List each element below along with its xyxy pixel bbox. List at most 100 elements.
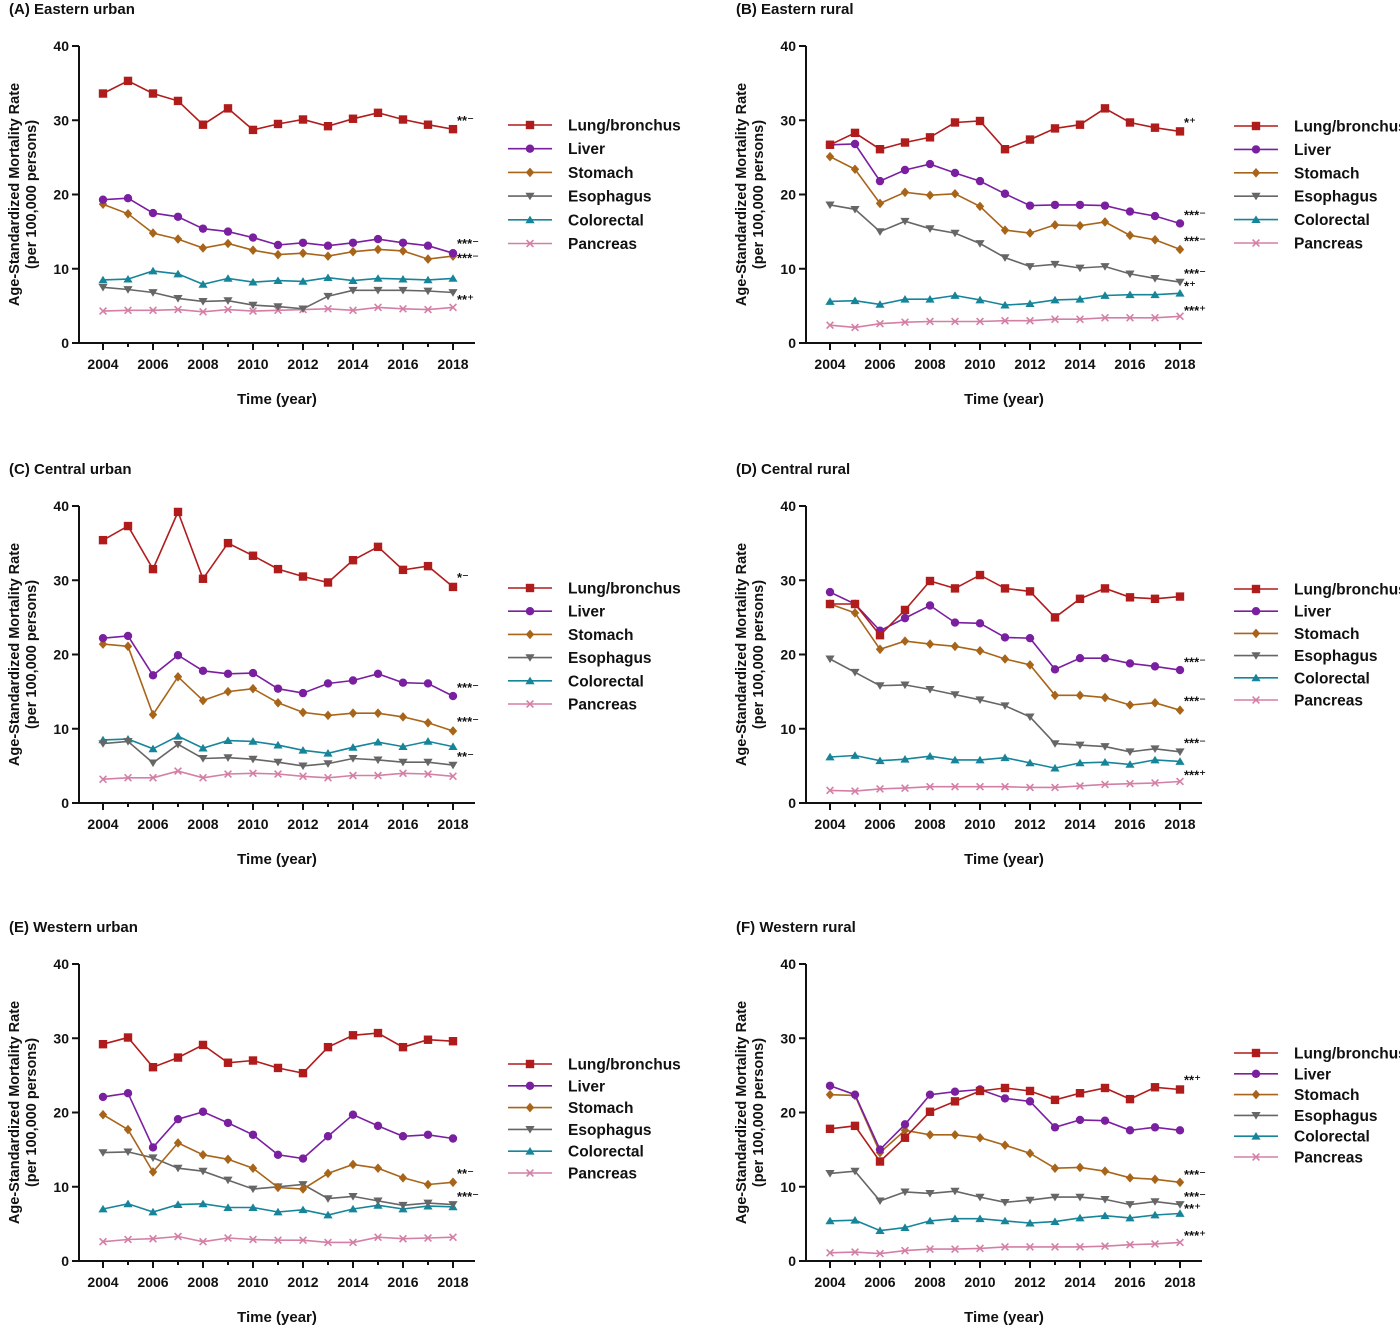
y-tick-label: 30 — [780, 112, 796, 128]
data-point — [1125, 290, 1135, 299]
data-point — [925, 685, 935, 694]
data-point — [901, 318, 909, 327]
x-axis-label: Time (year) — [237, 851, 317, 868]
panel-title: (C) Central urban — [9, 461, 132, 478]
legend-label: Lung/bronchus — [1294, 582, 1400, 599]
x-tick-label: 2008 — [914, 1274, 945, 1290]
data-point — [224, 1234, 232, 1242]
data-point — [148, 759, 158, 768]
x-tick-label: 2012 — [1014, 1274, 1045, 1290]
data-point — [850, 668, 860, 677]
legend-marker — [1251, 1069, 1261, 1079]
data-point — [1175, 1085, 1185, 1094]
data-point — [975, 1193, 985, 1202]
data-point — [448, 289, 458, 297]
significance-annotation: **⁺ — [457, 292, 474, 307]
data-point — [348, 676, 358, 685]
legend-label: Lung/bronchus — [1294, 1046, 1400, 1063]
series-line — [830, 574, 1181, 637]
data-point — [123, 737, 133, 746]
x-tick-label: 2008 — [187, 356, 218, 372]
data-point — [348, 755, 358, 763]
data-point — [900, 613, 910, 623]
data-point — [373, 274, 383, 282]
data-point — [198, 743, 208, 752]
data-point — [273, 1182, 283, 1193]
series-colorectal — [98, 266, 458, 288]
y-axis-label-units: (per 100,000 persons) — [751, 580, 767, 729]
data-point — [1000, 300, 1010, 309]
x-tick-label: 2018 — [1164, 816, 1195, 832]
data-point — [825, 599, 835, 609]
data-point — [825, 587, 835, 597]
x-tick-label: 2014 — [337, 356, 368, 372]
data-point — [1126, 779, 1134, 788]
data-point — [123, 76, 133, 86]
y-tick-label: 40 — [53, 498, 69, 514]
x-tick-label: 2012 — [1014, 816, 1045, 832]
data-point — [1175, 1126, 1185, 1135]
data-point — [1075, 220, 1085, 231]
data-point — [1100, 584, 1110, 593]
data-point — [1150, 1123, 1160, 1132]
data-point — [875, 1226, 885, 1234]
data-point — [875, 228, 885, 236]
data-point — [825, 1124, 835, 1134]
legend-label: Colorectal — [568, 1144, 644, 1161]
x-tick-label: 2004 — [814, 1274, 845, 1290]
data-point — [875, 300, 885, 308]
data-point — [348, 276, 358, 285]
data-point — [850, 139, 860, 149]
x-tick-label: 2006 — [864, 1274, 895, 1290]
data-point — [98, 1039, 108, 1049]
data-point — [423, 1199, 433, 1208]
data-point — [1050, 740, 1060, 748]
data-point — [123, 1088, 133, 1098]
data-point — [1151, 778, 1159, 787]
data-point — [149, 306, 157, 315]
data-point — [850, 296, 860, 305]
data-point — [851, 1248, 859, 1257]
data-point — [1025, 587, 1035, 596]
data-point — [323, 679, 333, 688]
data-point — [323, 710, 333, 721]
y-tick-label: 20 — [780, 647, 796, 663]
legend-label: Liver — [1294, 1066, 1331, 1083]
chart-panel-6: (F) Western rural Age-Standardized Mortal… — [734, 919, 1400, 1326]
data-point — [1176, 1238, 1184, 1247]
data-point — [273, 303, 283, 311]
y-tick-label: 10 — [53, 261, 69, 277]
data-point — [1050, 690, 1060, 701]
y-axis-label-units: (per 100,000 persons) — [24, 1038, 40, 1187]
data-point — [198, 1040, 208, 1050]
data-point — [1175, 665, 1185, 675]
series-stomach — [98, 199, 458, 264]
data-point — [875, 1197, 885, 1206]
x-tick-label: 2006 — [864, 356, 895, 372]
legend-label: Colorectal — [568, 673, 644, 690]
data-point — [373, 286, 383, 295]
data-point — [1000, 189, 1010, 198]
y-tick-label: 20 — [780, 1105, 796, 1121]
data-point — [323, 121, 333, 131]
legend-marker — [1251, 1112, 1261, 1120]
data-point — [900, 1188, 910, 1197]
data-point — [323, 1168, 333, 1179]
data-point — [1075, 120, 1085, 129]
data-point — [1125, 230, 1135, 241]
data-point — [273, 119, 283, 129]
legend-marker — [1251, 652, 1261, 660]
data-point — [198, 574, 208, 583]
data-point — [273, 1207, 283, 1216]
data-point — [98, 1092, 108, 1102]
data-point — [1100, 201, 1110, 210]
data-point — [348, 1110, 358, 1119]
series-lung-bronchus — [98, 1028, 458, 1078]
data-point — [1126, 313, 1134, 322]
series-pancreas — [99, 1232, 457, 1247]
legend-label: Esophagus — [568, 1122, 652, 1139]
data-point — [1076, 315, 1084, 324]
legend-label: Lung/bronchus — [568, 581, 681, 598]
data-point — [950, 641, 960, 652]
legend-label: Esophagus — [1294, 648, 1378, 665]
